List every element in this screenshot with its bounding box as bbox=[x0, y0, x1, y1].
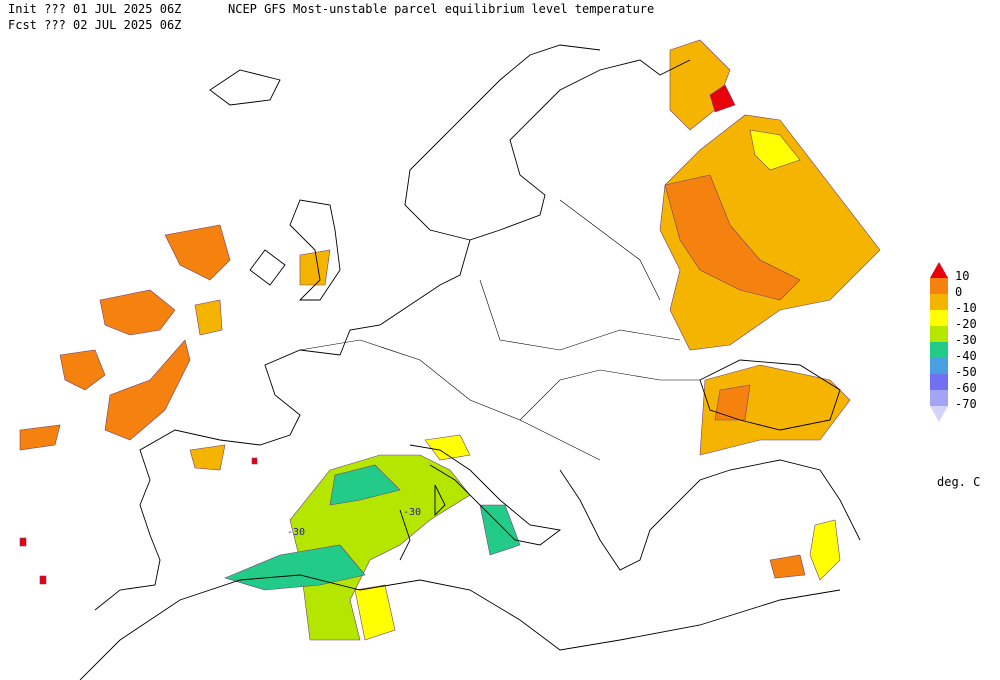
coastline bbox=[399, 509, 411, 561]
field-area bbox=[809, 519, 841, 581]
field-area bbox=[354, 584, 396, 641]
field-area bbox=[164, 224, 231, 281]
field-area bbox=[479, 504, 521, 556]
field-area bbox=[664, 174, 801, 301]
legend-label: -20 bbox=[955, 317, 977, 331]
legend-swatch bbox=[930, 326, 948, 342]
legend-swatch bbox=[930, 390, 948, 406]
field-area bbox=[749, 129, 801, 171]
legend-swatch bbox=[930, 278, 948, 294]
legend-swatch bbox=[930, 310, 948, 326]
legend-label: 10 bbox=[955, 269, 969, 283]
field-area bbox=[769, 554, 806, 579]
field-area bbox=[714, 384, 751, 421]
contour-label: -30 bbox=[403, 507, 421, 518]
legend: 10 0 -10 -20 -30 -40 -50 -60 -70 bbox=[930, 262, 977, 422]
legend-label: -60 bbox=[955, 381, 977, 395]
legend-label: -10 bbox=[955, 301, 977, 315]
field-area bbox=[251, 457, 258, 465]
legend-swatch bbox=[930, 358, 948, 374]
coastline bbox=[409, 444, 562, 546]
legend-swatch bbox=[930, 262, 948, 278]
field-area bbox=[189, 444, 226, 471]
coastline bbox=[249, 249, 286, 286]
legend-label: -70 bbox=[955, 397, 977, 411]
field-area bbox=[669, 39, 731, 131]
field-area bbox=[19, 424, 61, 451]
legend-label: 0 bbox=[955, 285, 962, 299]
field-area bbox=[329, 464, 401, 506]
field-area bbox=[424, 434, 471, 461]
field-area bbox=[99, 289, 176, 336]
field bbox=[19, 39, 881, 641]
coastline bbox=[699, 359, 841, 431]
field-area bbox=[659, 114, 881, 351]
legend-label: -30 bbox=[955, 333, 977, 347]
init-line: Init ??? 01 JUL 2025 06Z bbox=[8, 2, 181, 16]
legend-swatch bbox=[930, 374, 948, 390]
fcst-line: Fcst ??? 02 JUL 2025 06Z bbox=[8, 18, 181, 32]
field-area bbox=[19, 537, 27, 547]
contour-label: -30 bbox=[287, 527, 305, 538]
field-area bbox=[39, 575, 47, 585]
coastline bbox=[209, 69, 281, 106]
field-area bbox=[59, 349, 106, 391]
coastline bbox=[289, 199, 341, 301]
coastline bbox=[434, 484, 446, 517]
field-area bbox=[299, 249, 331, 286]
legend-swatch bbox=[930, 294, 948, 310]
legend-units: deg. C bbox=[937, 475, 980, 489]
field-area bbox=[709, 84, 736, 113]
coastline bbox=[559, 459, 861, 571]
coastline bbox=[404, 44, 601, 241]
coastline bbox=[79, 574, 841, 680]
legend-label: -50 bbox=[955, 365, 977, 379]
field-area bbox=[194, 299, 223, 336]
legend-swatch bbox=[930, 342, 948, 358]
field-area bbox=[104, 339, 191, 441]
legend-label: -40 bbox=[955, 349, 977, 363]
coastlines bbox=[79, 44, 861, 680]
border bbox=[299, 199, 700, 461]
title: NCEP GFS Most-unstable parcel equilibriu… bbox=[228, 2, 654, 16]
legend-swatch bbox=[930, 406, 948, 422]
